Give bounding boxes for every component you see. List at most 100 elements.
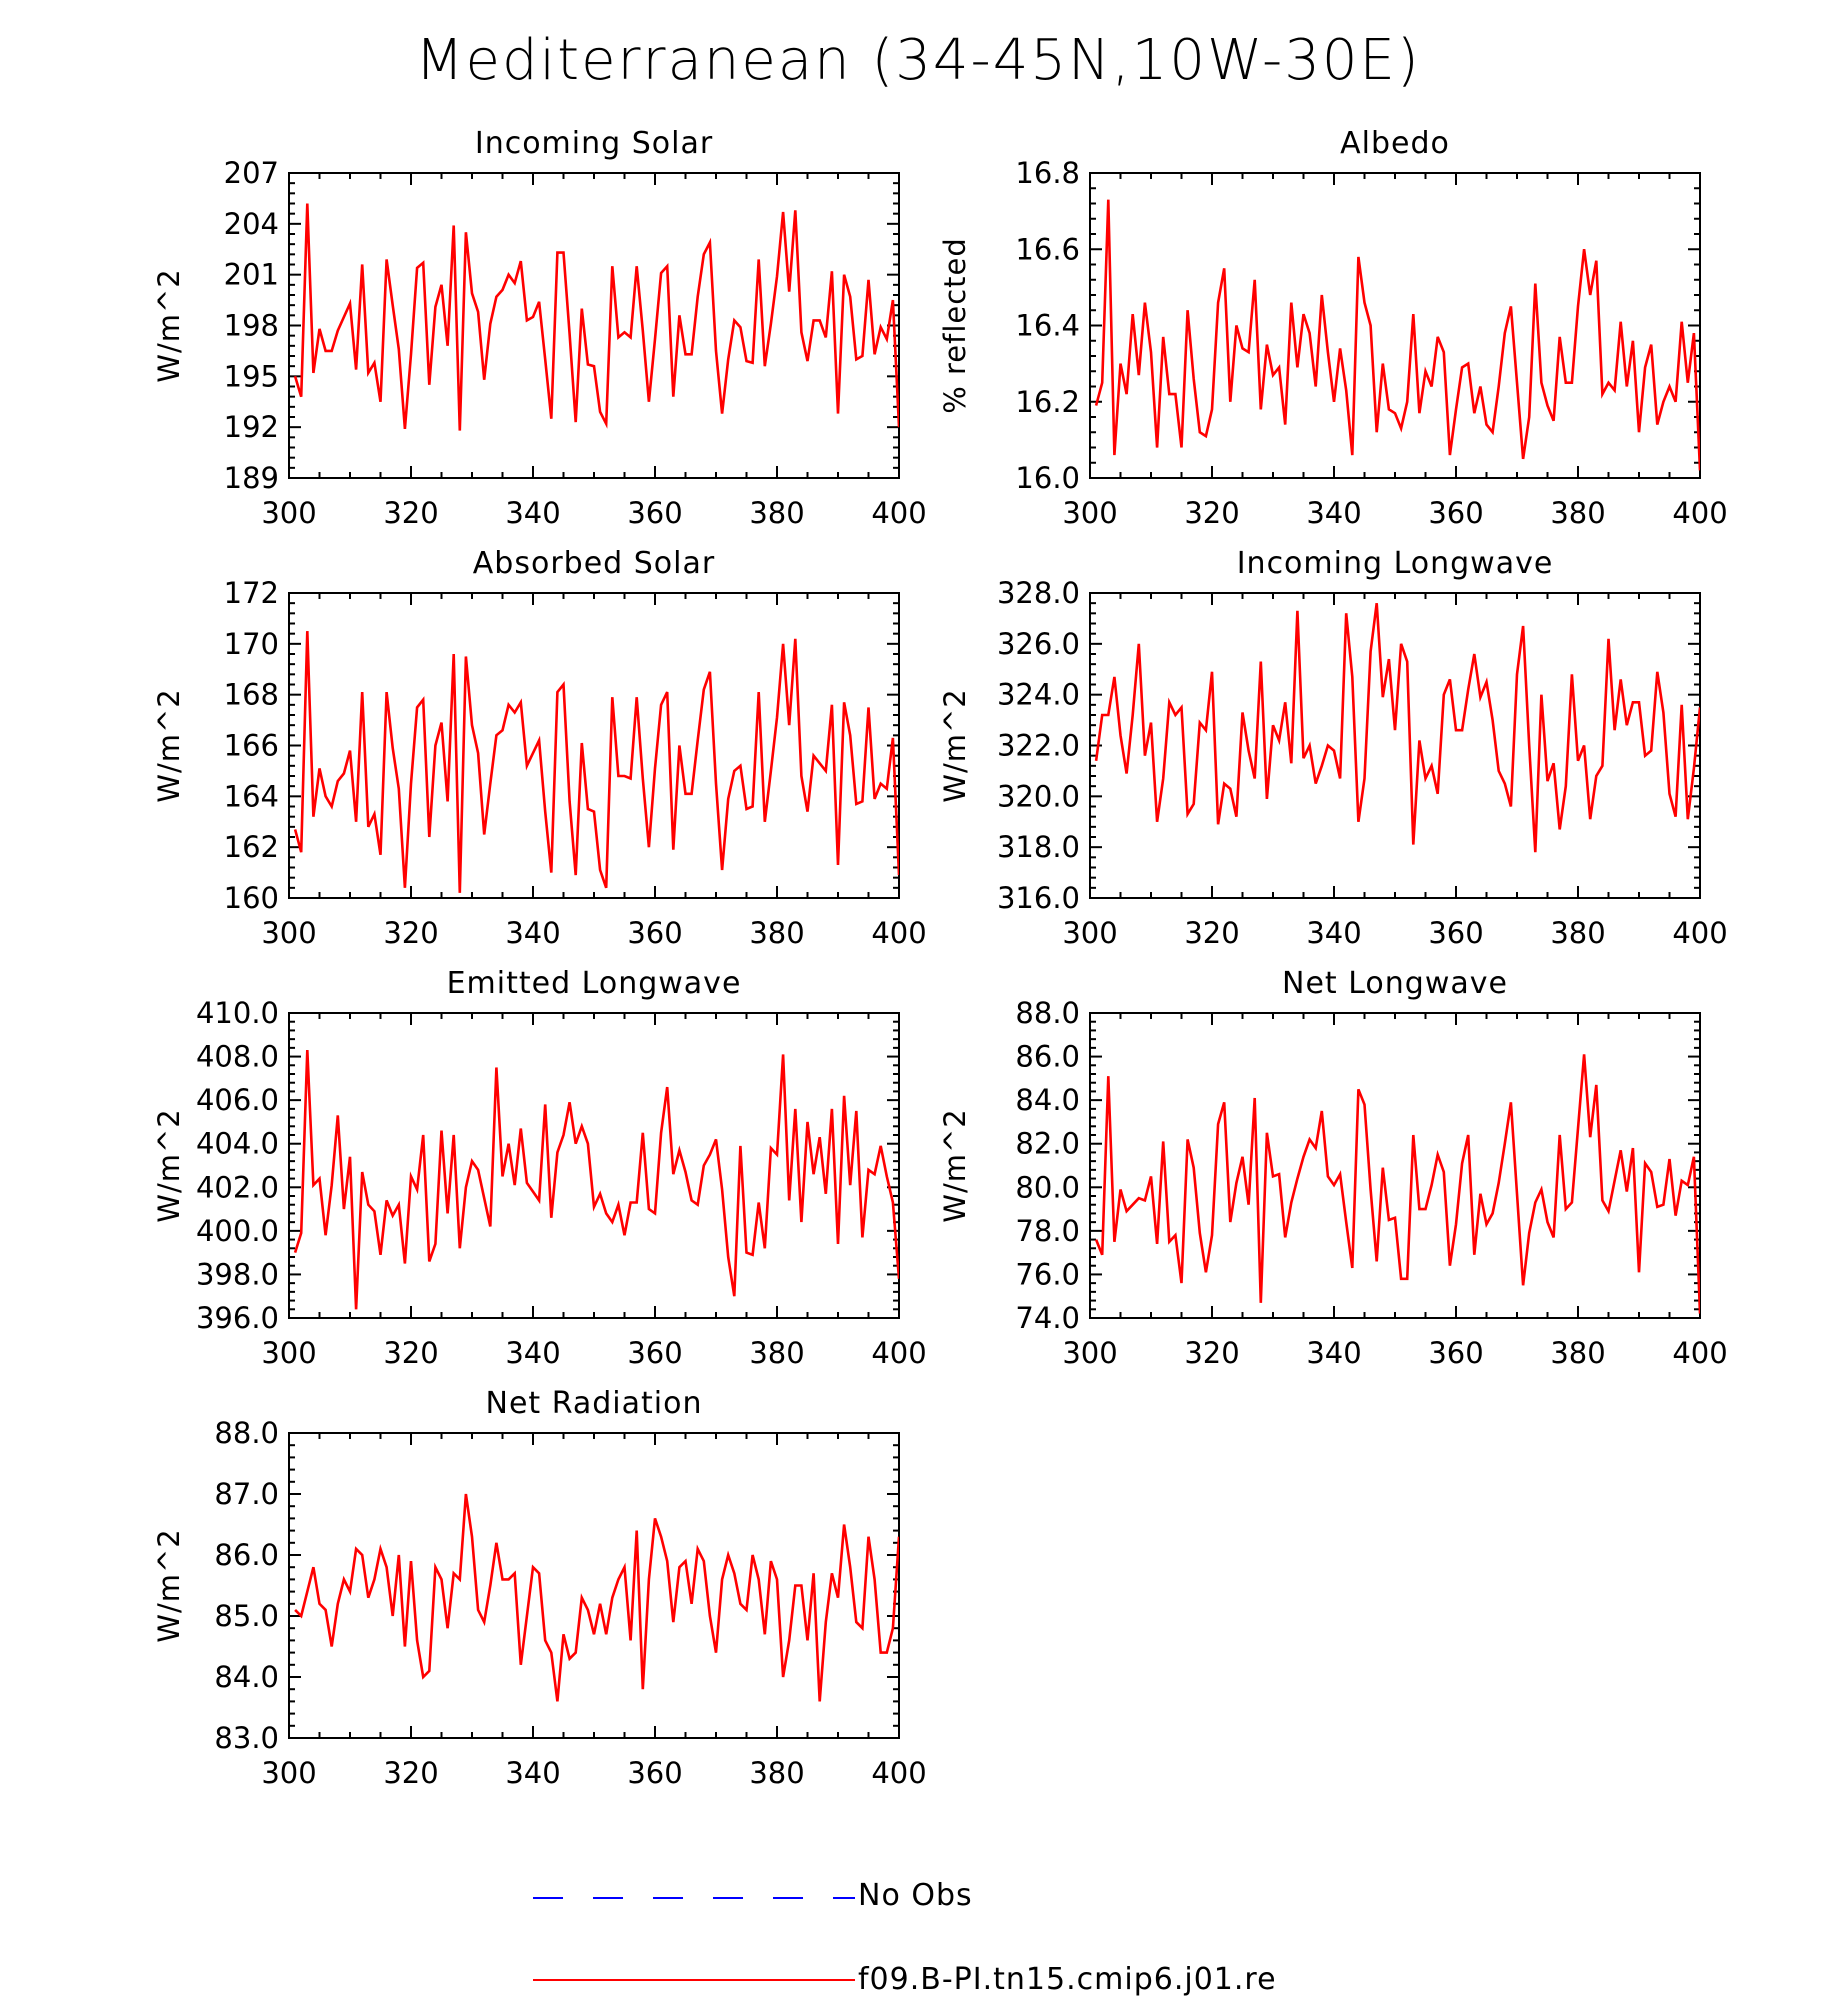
series-line bbox=[293, 1049, 899, 1310]
series-line bbox=[1094, 1054, 1700, 1314]
x-tick-label: 400 bbox=[871, 916, 926, 950]
legend-label-no-obs: No Obs bbox=[858, 1878, 973, 1913]
plot-frame bbox=[288, 1432, 900, 1739]
x-tick-label: 320 bbox=[383, 1336, 438, 1370]
panel-absorbed-solar: 300 320 340 360 380 400 160 162 164 166 168 170 172 A… bbox=[152, 546, 927, 950]
y-tick-label: 400.0 bbox=[196, 1214, 279, 1248]
y-tick-label: 168 bbox=[224, 678, 279, 712]
x-tick-label: 380 bbox=[749, 1336, 804, 1370]
y-tick-label: 402.0 bbox=[196, 1170, 279, 1204]
y-tick-label: 198 bbox=[224, 309, 279, 343]
y-tick-label: 16.2 bbox=[1015, 385, 1080, 419]
x-tick-label: 360 bbox=[1428, 1336, 1483, 1370]
x-tick-label: 360 bbox=[627, 496, 682, 530]
x-tick-label: 320 bbox=[1184, 916, 1239, 950]
x-tick-label: 340 bbox=[505, 916, 560, 950]
y-tick-label: 195 bbox=[224, 359, 279, 393]
x-tick-label: 380 bbox=[749, 1756, 804, 1790]
y-tick-label: 396.0 bbox=[196, 1301, 279, 1335]
y-tick-label: 84.0 bbox=[214, 1660, 279, 1694]
y-tick-label: 406.0 bbox=[196, 1083, 279, 1117]
y-tick-label: 318.0 bbox=[997, 830, 1080, 864]
panel-title: Absorbed Solar bbox=[473, 546, 715, 581]
y-axis-label: W/m^2 bbox=[152, 1528, 186, 1642]
y-tick-label: 16.0 bbox=[1015, 461, 1080, 495]
x-tick-label: 300 bbox=[261, 1756, 316, 1790]
y-tick-label: 201 bbox=[224, 258, 279, 292]
y-tick-label: 74.0 bbox=[1015, 1301, 1080, 1335]
x-tick-label: 340 bbox=[1306, 1336, 1361, 1370]
panel-incoming-solar: 300 320 340 360 380 400 189 192 195 198 201 204 207 I… bbox=[152, 126, 927, 530]
x-tick-label: 380 bbox=[1550, 916, 1605, 950]
y-tick-label: 204 bbox=[224, 207, 279, 241]
x-tick-label: 400 bbox=[1672, 1336, 1727, 1370]
panel-albedo: 300 320 340 360 380 400 16.0 16.2 16.4 16.6 16.8 Al… bbox=[938, 126, 1728, 530]
y-tick-label: 83.0 bbox=[214, 1721, 279, 1755]
x-tick-label: 380 bbox=[749, 496, 804, 530]
x-tick-label: 400 bbox=[871, 496, 926, 530]
x-tick-label: 300 bbox=[261, 916, 316, 950]
series-line bbox=[1094, 199, 1700, 471]
x-tick-label: 320 bbox=[383, 1756, 438, 1790]
x-tick-label: 360 bbox=[627, 916, 682, 950]
x-tick-label: 380 bbox=[749, 916, 804, 950]
panel-title: Incoming Solar bbox=[475, 126, 713, 161]
y-tick-label: 166 bbox=[224, 729, 279, 763]
y-tick-label: 189 bbox=[224, 461, 279, 495]
x-tick-label: 300 bbox=[261, 496, 316, 530]
x-tick-label: 380 bbox=[1550, 1336, 1605, 1370]
x-tick-label: 300 bbox=[1062, 1336, 1117, 1370]
series-line bbox=[294, 1493, 899, 1702]
x-tick-label: 360 bbox=[1428, 916, 1483, 950]
y-tick-label: 170 bbox=[224, 627, 279, 661]
legend bbox=[533, 1897, 855, 1981]
y-tick-label: 324.0 bbox=[997, 678, 1080, 712]
panel-title: Net Longwave bbox=[1282, 966, 1508, 1001]
x-tick-label: 400 bbox=[1672, 496, 1727, 530]
series-line bbox=[1094, 603, 1700, 853]
y-tick-label: 164 bbox=[224, 779, 279, 813]
panel-emitted-longwave: 300 320 340 360 380 400 396.0 398.0 400.0 402.0 40… bbox=[152, 966, 927, 1370]
y-tick-label: 86.0 bbox=[214, 1538, 279, 1572]
y-axis-label: W/m^2 bbox=[152, 688, 186, 802]
y-tick-label: 16.8 bbox=[1015, 156, 1080, 190]
y-tick-label: 88.0 bbox=[214, 1416, 279, 1450]
plot-frame bbox=[288, 172, 900, 479]
y-tick-label: 160 bbox=[224, 881, 279, 915]
plot-frame bbox=[288, 1012, 900, 1319]
x-tick-label: 340 bbox=[505, 496, 560, 530]
x-tick-label: 340 bbox=[505, 1336, 560, 1370]
x-tick-label: 360 bbox=[627, 1756, 682, 1790]
y-tick-label: 82.0 bbox=[1015, 1127, 1080, 1161]
y-tick-label: 88.0 bbox=[1015, 996, 1080, 1030]
series-line bbox=[293, 631, 899, 893]
panel-title: Albedo bbox=[1340, 126, 1450, 161]
x-tick-label: 360 bbox=[627, 1336, 682, 1370]
x-tick-label: 300 bbox=[1062, 916, 1117, 950]
x-tick-label: 380 bbox=[1550, 496, 1605, 530]
y-tick-label: 410.0 bbox=[196, 996, 279, 1030]
y-tick-label: 87.0 bbox=[214, 1477, 279, 1511]
y-tick-label: 85.0 bbox=[214, 1599, 279, 1633]
y-tick-label: 16.4 bbox=[1015, 309, 1080, 343]
panel-title: Net Radiation bbox=[486, 1386, 703, 1421]
y-tick-label: 16.6 bbox=[1015, 232, 1080, 266]
y-tick-label: 316.0 bbox=[997, 881, 1080, 915]
y-tick-label: 322.0 bbox=[997, 729, 1080, 763]
x-tick-label: 320 bbox=[1184, 1336, 1239, 1370]
y-axis-label: W/m^2 bbox=[938, 1108, 972, 1222]
x-tick-label: 400 bbox=[1672, 916, 1727, 950]
y-tick-label: 207 bbox=[224, 156, 279, 190]
x-tick-label: 400 bbox=[871, 1756, 926, 1790]
panel-net-longwave: 300 320 340 360 380 400 74.0 76.0 78.0 80.0 82.0 84… bbox=[938, 966, 1728, 1370]
y-tick-label: 320.0 bbox=[997, 779, 1080, 813]
y-axis-label: W/m^2 bbox=[152, 268, 186, 382]
series-line bbox=[293, 203, 899, 431]
y-axis-label: W/m^2 bbox=[938, 688, 972, 802]
panel-title: Incoming Longwave bbox=[1237, 546, 1554, 581]
x-tick-label: 360 bbox=[1428, 496, 1483, 530]
y-tick-label: 326.0 bbox=[997, 627, 1080, 661]
y-tick-label: 404.0 bbox=[196, 1127, 279, 1161]
y-tick-label: 76.0 bbox=[1015, 1257, 1080, 1291]
